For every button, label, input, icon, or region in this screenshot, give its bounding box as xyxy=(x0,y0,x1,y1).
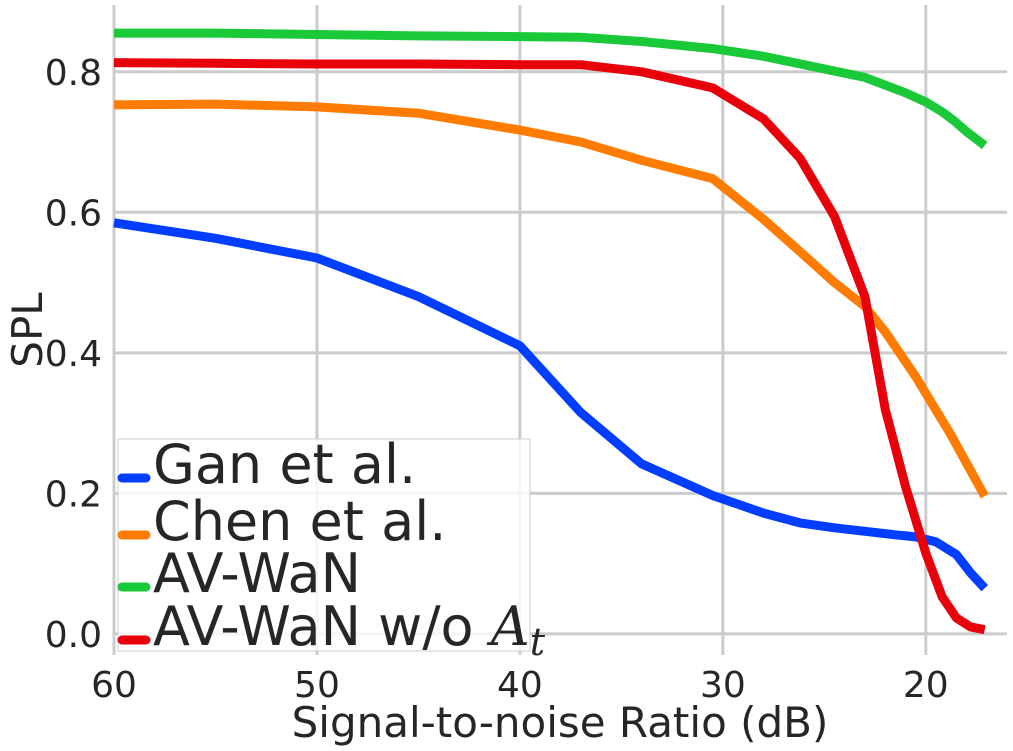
series-line-3 xyxy=(114,28,988,150)
x-tick-label: 60 xyxy=(91,665,137,706)
x-axis-label: Signal-to-noise Ratio (dB) xyxy=(292,698,829,747)
legend-label: Chen et al. xyxy=(153,490,446,553)
y-tick-label: 0.4 xyxy=(45,334,102,375)
series-line-1 xyxy=(113,218,989,592)
legend-label: AV-WaN xyxy=(153,542,361,605)
y-tick-label: 0.0 xyxy=(45,615,102,656)
y-tick-label: 0.8 xyxy=(45,53,102,94)
legend-label-subscript: t xyxy=(530,620,546,664)
x-tick-label: 20 xyxy=(903,665,949,706)
x-tick-label: 30 xyxy=(700,665,746,706)
legend-label-symbol: A xyxy=(486,595,530,658)
x-tick-labels: 60 50 40 30 20 xyxy=(91,665,949,706)
y-tick-label: 0.6 xyxy=(45,193,102,234)
y-tick-labels: 0.0 0.2 0.4 0.6 0.8 xyxy=(45,53,102,656)
legend-label: Gan et al. xyxy=(153,433,416,496)
series-line-2 xyxy=(113,99,989,499)
x-tick-label: 40 xyxy=(497,665,543,706)
y-axis-label: SPL xyxy=(3,292,52,368)
series-line-4 xyxy=(113,58,986,635)
y-tick-label: 0.2 xyxy=(45,474,102,515)
x-tick-label: 50 xyxy=(294,665,340,706)
legend-label: AV-WaN w/o At xyxy=(153,595,546,664)
legend-frame xyxy=(117,438,531,652)
series-lines xyxy=(113,28,989,635)
